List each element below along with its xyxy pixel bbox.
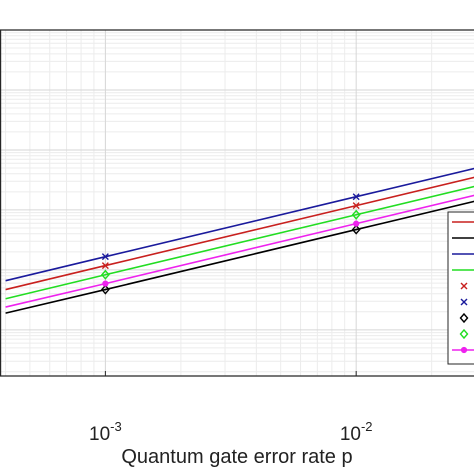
marker [351,209,361,220]
marker [351,224,361,235]
marker [460,282,468,290]
marker [352,202,360,210]
marker [101,253,109,261]
tick-base: 10 [89,424,110,445]
series-line [5,185,474,300]
marker [100,269,110,280]
marker-stroke [352,193,360,201]
series-line [5,194,474,308]
tick-base: 10 [340,424,361,445]
marker [102,280,109,287]
marker [460,298,468,306]
plot-area [5,167,474,314]
tick-exponent: -3 [110,419,122,434]
legend [447,211,474,365]
marker-stroke [101,262,109,270]
marker-stroke [460,298,468,306]
tick-exponent: -2 [361,419,373,434]
marker [100,284,110,295]
marker-stroke [460,282,468,290]
x-tick-label: 10-2 [340,419,373,445]
marker-stroke [101,253,109,261]
series-line [5,167,474,282]
marker [459,312,469,324]
marker-stroke [352,202,360,210]
marker [353,220,360,227]
x-tick-label: 10-3 [89,419,122,445]
marker [352,193,360,201]
marker [459,328,469,340]
series-line [5,200,474,314]
marker [460,346,468,354]
x-axis-label: Quantum gate error rate p [121,446,352,468]
series-line [5,176,474,291]
legend-box [447,211,474,365]
marker [101,262,109,270]
